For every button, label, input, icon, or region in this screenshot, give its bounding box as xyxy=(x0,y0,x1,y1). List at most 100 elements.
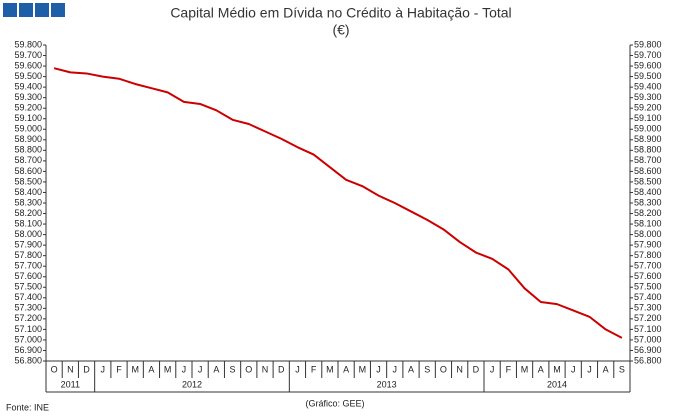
y-tick-label: 58.900 xyxy=(14,134,42,144)
y2-tick-label: 57.800 xyxy=(634,250,662,260)
y2-tick-label: 57.900 xyxy=(634,240,662,250)
y-tick-label: 59.100 xyxy=(14,113,42,123)
chart-subtitle: (€) xyxy=(332,22,349,38)
x-tick-label: J xyxy=(101,364,106,374)
y-tick-label: 59.200 xyxy=(14,103,42,113)
logo-square xyxy=(19,3,33,17)
x-tick-label: O xyxy=(245,364,252,374)
x-tick-label: A xyxy=(538,364,544,374)
y2-tick-label: 57.000 xyxy=(634,334,662,344)
y-tick-label: 57.000 xyxy=(14,334,42,344)
x-tick-label: M xyxy=(326,364,334,374)
y-tick-label: 58.400 xyxy=(14,187,42,197)
x-tick-label: A xyxy=(148,364,154,374)
y-tick-label: 57.800 xyxy=(14,250,42,260)
x-tick-label: O xyxy=(440,364,447,374)
year-label: 2011 xyxy=(61,379,80,389)
x-tick-label: A xyxy=(343,364,349,374)
y-tick-label: 59.700 xyxy=(14,50,42,60)
y2-tick-label: 59.100 xyxy=(634,113,662,123)
x-tick-label: S xyxy=(230,364,236,374)
x-tick-label: F xyxy=(311,364,317,374)
x-tick-label: S xyxy=(619,364,625,374)
y2-tick-label: 59.400 xyxy=(634,82,662,92)
y2-tick-label: 57.200 xyxy=(634,313,662,323)
y-tick-label: 57.100 xyxy=(14,324,42,334)
x-tick-label: J xyxy=(295,364,300,374)
line-series xyxy=(53,67,623,339)
x-tick-label: M xyxy=(359,364,367,374)
y-tick-label: 59.300 xyxy=(14,92,42,102)
y2-tick-label: 57.100 xyxy=(634,324,662,334)
y-tick-label: 59.500 xyxy=(14,71,42,81)
x-tick-label: F xyxy=(116,364,122,374)
y-tick-label: 57.900 xyxy=(14,240,42,250)
y2-tick-label: 58.800 xyxy=(634,145,662,155)
y2-tick-label: 59.300 xyxy=(634,92,662,102)
y2-tick-label: 58.100 xyxy=(634,218,662,228)
year-label: 2014 xyxy=(547,379,567,389)
y-tick-label: 58.000 xyxy=(14,229,42,239)
x-tick-label: J xyxy=(182,364,187,374)
y-tick-label: 58.600 xyxy=(14,166,42,176)
y-tick-label: 59.600 xyxy=(14,60,42,70)
x-tick-label: N xyxy=(262,364,269,374)
x-tick-label: D xyxy=(83,364,90,374)
y-tick-label: 57.200 xyxy=(14,313,42,323)
x-tick-label: N xyxy=(67,364,74,374)
y2-tick-label: 57.300 xyxy=(634,303,662,313)
y2-tick-label: 59.000 xyxy=(634,124,662,134)
y2-tick-label: 58.600 xyxy=(634,166,662,176)
source: Fonte: INE xyxy=(6,402,49,412)
x-tick-label: S xyxy=(424,364,430,374)
x-tick-label: A xyxy=(213,364,219,374)
x-tick-label: F xyxy=(506,364,512,374)
y2-tick-label: 57.700 xyxy=(634,261,662,271)
x-tick-label: J xyxy=(490,364,495,374)
x-tick-label: J xyxy=(376,364,381,374)
y2-tick-label: 57.500 xyxy=(634,282,662,292)
y2-tick-label: 58.200 xyxy=(634,208,662,218)
x-tick-label: A xyxy=(603,364,609,374)
y2-tick-label: 58.300 xyxy=(634,197,662,207)
y2-tick-label: 58.000 xyxy=(634,229,662,239)
x-tick-label: M xyxy=(553,364,561,374)
x-tick-label: N xyxy=(456,364,463,374)
logo-square xyxy=(51,3,65,17)
y2-tick-label: 56.900 xyxy=(634,345,662,355)
y-tick-label: 56.800 xyxy=(14,355,42,365)
y-tick-label: 58.500 xyxy=(14,176,42,186)
y2-tick-label: 57.400 xyxy=(634,292,662,302)
y2-tick-label: 58.900 xyxy=(634,134,662,144)
logo-square xyxy=(3,3,17,17)
x-tick-label: J xyxy=(571,364,576,374)
y-tick-label: 57.400 xyxy=(14,292,42,302)
x-tick-label: J xyxy=(393,364,398,374)
y-tick-label: 58.800 xyxy=(14,145,42,155)
x-tick-label: M xyxy=(521,364,529,374)
y2-tick-label: 58.500 xyxy=(634,176,662,186)
x-tick-label: D xyxy=(473,364,480,374)
y2-tick-label: 58.700 xyxy=(634,155,662,165)
y2-tick-label: 59.600 xyxy=(634,60,662,70)
y-tick-label: 59.400 xyxy=(14,82,42,92)
year-label: 2013 xyxy=(377,379,397,389)
y-tick-label: 58.200 xyxy=(14,208,42,218)
y-tick-label: 58.300 xyxy=(14,197,42,207)
y-tick-label: 56.900 xyxy=(14,345,42,355)
year-label: 2012 xyxy=(182,379,202,389)
x-tick-label: M xyxy=(131,364,139,374)
y2-tick-label: 57.600 xyxy=(634,271,662,281)
logo-square xyxy=(35,3,49,17)
y-tick-label: 59.800 xyxy=(14,39,42,49)
x-tick-label: J xyxy=(198,364,203,374)
y-tick-label: 57.600 xyxy=(14,271,42,281)
y-tick-label: 58.700 xyxy=(14,155,42,165)
y2-tick-label: 56.800 xyxy=(634,355,662,365)
y-tick-label: 58.100 xyxy=(14,218,42,228)
y2-tick-label: 59.200 xyxy=(634,103,662,113)
y2-tick-label: 59.700 xyxy=(634,50,662,60)
x-tick-label: J xyxy=(587,364,592,374)
